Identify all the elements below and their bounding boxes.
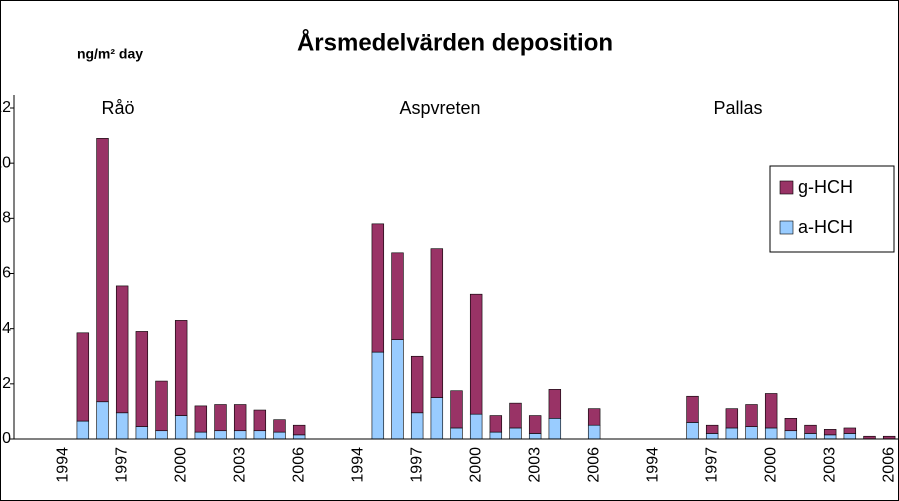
- bar-segment: [489, 431, 503, 440]
- bar-segment: [410, 355, 424, 414]
- x-tick-label: 2006: [585, 447, 602, 483]
- bar-segment: [391, 252, 404, 340]
- bar-segment: [371, 223, 385, 353]
- x-tick-label: 2003: [231, 447, 248, 483]
- legend-swatch: [779, 180, 794, 195]
- bar-segment: [96, 138, 109, 403]
- bar-segment: [725, 427, 739, 440]
- x-tick-label: 1997: [113, 447, 130, 483]
- bar-segment: [273, 431, 286, 440]
- bar-segment: [115, 285, 129, 414]
- bar-segment: [273, 419, 286, 433]
- x-tick-label: 2003: [526, 447, 543, 483]
- bar-segment: [76, 332, 90, 422]
- bar-segment: [391, 339, 404, 440]
- x-tick-label: 2006: [880, 447, 897, 483]
- y-tick-label: 8: [2, 210, 11, 227]
- bar-segment: [410, 412, 424, 440]
- bar-segment: [253, 409, 267, 432]
- bar-segment: [745, 404, 758, 427]
- x-tick-label: 1994: [644, 447, 661, 483]
- legend-label: g-HCH: [798, 177, 853, 197]
- bar-segment: [174, 415, 188, 440]
- bar-segment: [174, 320, 188, 416]
- chart-title: Årsmedelvärden deposition: [297, 28, 613, 56]
- bar-segment: [804, 433, 817, 440]
- group-label: Pallas: [713, 98, 762, 118]
- bar-segment: [76, 420, 90, 440]
- bar-segment: [292, 424, 306, 436]
- bar-segment: [469, 413, 483, 440]
- bar-segment: [509, 427, 522, 440]
- bar-segment: [528, 433, 542, 440]
- group-label: Aspvreten: [399, 98, 480, 118]
- bar-segment: [528, 415, 542, 434]
- group-label: Råö: [101, 98, 134, 118]
- y-tick-label: 2: [2, 375, 11, 392]
- x-tick-label: 1997: [703, 447, 720, 483]
- bar-segment: [371, 351, 385, 440]
- bar-segment: [764, 393, 778, 429]
- bar-segment: [96, 401, 109, 440]
- legend-swatch: [779, 220, 794, 235]
- x-tick-label: 1994: [54, 447, 71, 483]
- bar-segment: [745, 426, 758, 440]
- bar-segment: [686, 395, 699, 423]
- bar-segment: [784, 418, 798, 432]
- legend: g-HCH a-HCH: [769, 165, 895, 253]
- bar-segment: [194, 431, 208, 440]
- x-tick-label: 2000: [172, 447, 189, 483]
- bar-segment: [548, 389, 562, 419]
- bar-segment: [489, 415, 503, 433]
- y-tick-label: 4: [2, 320, 11, 337]
- bar-segment: [430, 397, 444, 440]
- y-tick-label: 6: [2, 265, 11, 282]
- bar-segment: [115, 412, 129, 440]
- bar-segment: [587, 408, 601, 426]
- bar-segment: [548, 418, 562, 440]
- bar-segment: [450, 427, 463, 440]
- bar-segment: [823, 429, 837, 436]
- bar-segment: [214, 430, 227, 440]
- x-tick-label: 2003: [821, 447, 838, 483]
- bar-segment: [764, 427, 778, 440]
- bar-segment: [135, 331, 149, 427]
- bar-segment: [253, 430, 267, 440]
- x-tick-label: 2000: [467, 447, 484, 483]
- bar-segment: [233, 404, 247, 432]
- bar-segment: [843, 427, 857, 434]
- legend-label: a-HCH: [798, 217, 853, 237]
- bar-segment: [135, 426, 149, 440]
- x-tick-label: 2006: [290, 447, 307, 483]
- bar-segment: [450, 390, 463, 429]
- x-tick-label: 2000: [762, 447, 779, 483]
- y-tick-label: 12: [0, 99, 11, 116]
- bar-segment: [430, 248, 444, 398]
- y-unit: ng/m² day: [77, 46, 143, 62]
- x-tick-label: 1997: [408, 447, 425, 483]
- bar-segment: [292, 434, 306, 440]
- bar-segment: [705, 424, 719, 434]
- y-tick-label: 10: [0, 154, 11, 171]
- x-tick-label: 1994: [349, 447, 366, 483]
- bar-segment: [784, 430, 798, 440]
- bar-segment: [843, 433, 857, 440]
- bar-segment: [804, 424, 817, 434]
- y-tick-label: 0: [2, 430, 11, 447]
- bar-segment: [155, 380, 168, 432]
- bar-segment: [725, 408, 739, 429]
- legend-box: [769, 165, 895, 253]
- bar-segment: [823, 434, 837, 440]
- bar-segment: [686, 422, 699, 440]
- bar-segment: [469, 293, 483, 415]
- bar-segment: [705, 433, 719, 440]
- bar-segment: [214, 404, 227, 432]
- bar-segment: [233, 430, 247, 440]
- bar-segment: [194, 405, 208, 433]
- bar-segment: [587, 424, 601, 440]
- bar-segment: [509, 402, 522, 429]
- bar-segment: [155, 430, 168, 440]
